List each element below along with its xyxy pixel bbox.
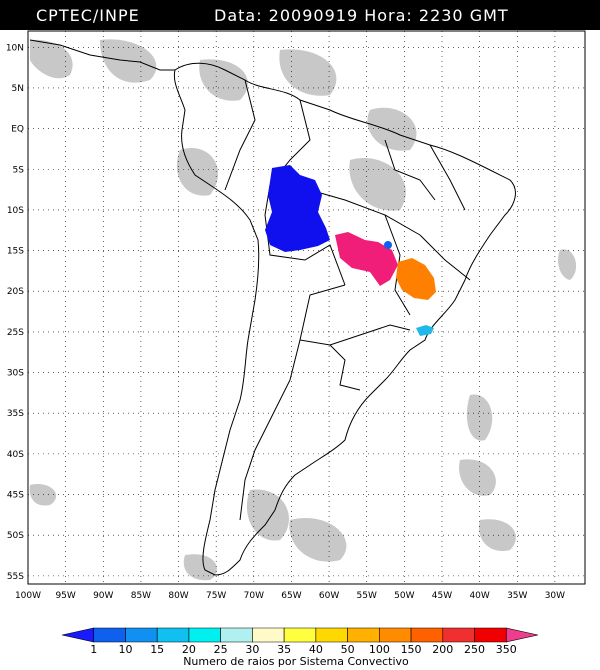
lat-tick-label: 40S <box>7 450 24 460</box>
colorbar-swatch <box>347 627 380 643</box>
colorbar: 1 10 15 20 25 30 35 40 50 100 150 200 250 350 <box>61 627 539 656</box>
lightning-cluster-goias-dot <box>384 241 392 249</box>
lat-tick-label: 15S <box>7 247 24 257</box>
colorbar-swatch <box>474 627 507 643</box>
source-label: CPTEC/INPE <box>36 6 140 25</box>
longitude-labels: 100W 95W 90W 85W 80W 75W 70W 65W 60W 55W 50W 45W 40W… <box>15 591 565 601</box>
colorbar-tick-label: 30 <box>245 643 259 656</box>
colorbar-swatch <box>252 627 285 643</box>
cloud-cover <box>29 39 577 581</box>
colorbar-tick-label: 35 <box>277 643 291 656</box>
lon-tick-label: 30W <box>545 591 565 601</box>
colorbar-swatch <box>505 627 539 643</box>
lightning-clusters <box>265 165 436 336</box>
lat-tick-label: 10N <box>6 43 24 53</box>
colorbar-tick-label: 25 <box>214 643 228 656</box>
lon-tick-label: 85W <box>131 591 151 601</box>
lat-tick-label: 5N <box>12 84 24 94</box>
lat-tick-label: 45S <box>7 491 24 501</box>
colorbar-tick-label: 15 <box>150 643 164 656</box>
lon-tick-label: 95W <box>55 591 75 601</box>
colorbar-swatch <box>283 627 317 643</box>
lon-tick-label: 50W <box>394 591 414 601</box>
gridlines <box>27 31 585 584</box>
colorbar-swatch <box>379 627 412 643</box>
colorbar-swatch <box>188 627 221 643</box>
coastline <box>29 39 516 576</box>
colorbar-swatch <box>442 627 475 643</box>
lon-tick-label: 40W <box>469 591 489 601</box>
title-bar: CPTEC/INPE Data: 20090919 Hora: 2230 GMT <box>0 0 600 30</box>
lon-tick-label: 35W <box>507 591 527 601</box>
colorbar-tick-label: 350 <box>496 643 517 656</box>
colorbar-tick-label: 250 <box>464 643 485 656</box>
colorbar-tick-label: 50 <box>341 643 355 656</box>
colorbar-tick-label: 150 <box>401 643 422 656</box>
lat-tick-label: 50S <box>7 531 24 541</box>
lightning-cluster-sao-paulo-coast <box>416 325 434 336</box>
colorbar-swatch <box>61 627 95 643</box>
colorbar-caption: Numero de raios por Sistema Convectivo <box>183 655 409 668</box>
lat-tick-label: 30S <box>7 369 24 379</box>
lightning-cluster-west-amazon <box>265 165 330 252</box>
map-frame <box>27 30 586 585</box>
lon-tick-label: 60W <box>319 591 339 601</box>
lat-tick-label: 10S <box>7 206 24 216</box>
lat-tick-label: 25S <box>7 328 24 338</box>
colorbar-swatch <box>156 627 190 643</box>
lightning-cluster-minas-gerais <box>396 258 436 300</box>
lat-tick-label: 20S <box>7 287 24 297</box>
latitude-labels: 10N 5N EQ 5S 10S 15S 20S 25S 30S 35S 40S 45S 50S 55S <box>6 43 24 582</box>
lon-tick-label: 80W <box>168 591 188 601</box>
colorbar-tick-label: 20 <box>182 643 196 656</box>
lat-tick-label: 5S <box>13 165 25 175</box>
lightning-cluster-mato-grosso <box>335 232 398 286</box>
colorbar-tick-label: 1 <box>90 643 97 656</box>
colorbar-tick-label: 40 <box>309 643 323 656</box>
lon-tick-label: 70W <box>244 591 264 601</box>
lon-tick-label: 65W <box>281 591 301 601</box>
lat-tick-label: 35S <box>7 409 24 419</box>
colorbar-swatch <box>125 627 158 643</box>
colorbar-tick-label: 10 <box>118 643 132 656</box>
colorbar-swatch <box>410 627 444 643</box>
lon-tick-label: 90W <box>93 591 113 601</box>
lat-tick-label: EQ <box>11 125 24 135</box>
lon-tick-label: 100W <box>15 591 41 601</box>
datetime-label: Data: 20090919 Hora: 2230 GMT <box>214 6 509 25</box>
lon-tick-label: 55W <box>357 591 377 601</box>
colorbar-tick-label: 100 <box>369 643 390 656</box>
lat-tick-label: 55S <box>7 572 24 582</box>
colorbar-swatch <box>93 627 126 643</box>
colorbar-swatch <box>315 627 348 643</box>
lon-tick-label: 75W <box>206 591 226 601</box>
lon-tick-label: 45W <box>432 591 452 601</box>
colorbar-swatch <box>220 627 253 643</box>
colorbar-tick-label: 200 <box>432 643 453 656</box>
